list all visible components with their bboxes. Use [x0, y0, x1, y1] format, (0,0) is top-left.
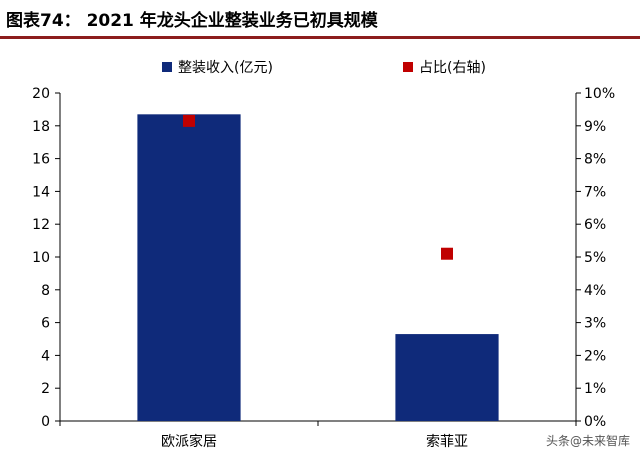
bar: [137, 114, 241, 421]
right-tick-label: 5%: [584, 250, 606, 266]
marker-point: [183, 114, 195, 127]
legend-swatch-marker: [403, 62, 413, 72]
x-tick-label: 欧派家居: [161, 433, 217, 450]
left-tick-label: 10: [32, 250, 50, 266]
left-tick-label: 2: [41, 381, 50, 397]
right-tick-label: 9%: [584, 119, 606, 135]
left-tick-label: 12: [32, 217, 50, 233]
watermark: 头条@未来智库: [545, 434, 630, 448]
chart-title: 图表74： 2021 年龙头企业整装业务已初具规模: [6, 11, 378, 31]
bar: [395, 334, 499, 421]
legend-label-marker: 占比(右轴): [419, 60, 486, 76]
left-tick-label: 18: [32, 119, 50, 135]
right-tick-label: 8%: [584, 152, 606, 168]
right-tick-label: 4%: [584, 283, 606, 299]
title-rule: [0, 36, 640, 39]
left-tick-label: 14: [32, 184, 50, 200]
marker-point: [441, 247, 453, 260]
left-tick-label: 4: [41, 348, 50, 364]
left-tick-label: 6: [41, 316, 50, 332]
title-bar: 图表74： 2021 年龙头企业整装业务已初具规模: [0, 0, 640, 40]
left-tick-label: 0: [41, 414, 50, 430]
right-tick-label: 10%: [584, 86, 615, 102]
left-tick-label: 8: [41, 283, 50, 299]
right-tick-label: 1%: [584, 381, 606, 397]
left-tick-label: 20: [32, 86, 50, 102]
right-tick-label: 3%: [584, 316, 606, 332]
right-tick-label: 6%: [584, 217, 606, 233]
right-tick-label: 7%: [584, 184, 606, 200]
x-tick-label: 索菲亚: [426, 433, 468, 450]
legend-swatch-bar: [162, 62, 172, 72]
right-tick-label: 0%: [584, 414, 606, 430]
right-tick-label: 2%: [584, 348, 606, 364]
left-tick-label: 16: [32, 152, 50, 168]
legend-label-bar: 整装收入(亿元): [178, 60, 273, 76]
